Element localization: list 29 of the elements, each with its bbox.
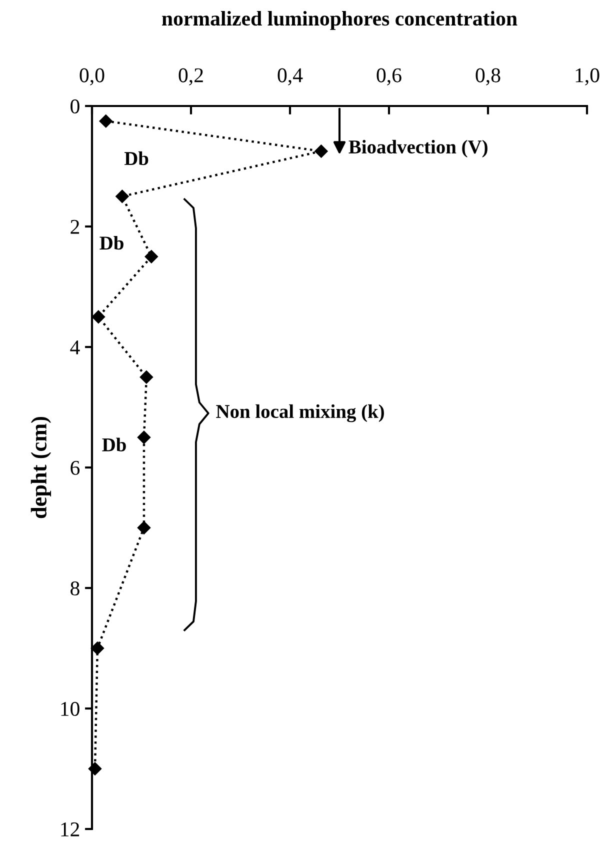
x-tick-label: 0,2 (178, 68, 203, 86)
annotation: Db (100, 236, 124, 250)
point (116, 190, 129, 203)
annotation: Non local mixing (k) (216, 404, 384, 422)
y-tick-label: 0 (70, 99, 80, 114)
point (92, 310, 106, 324)
y-tick-label: 2 (70, 220, 80, 234)
x-tick-label: 0,0 (80, 68, 104, 86)
y-tick-label: 4 (70, 340, 80, 354)
y-tick-label: 6 (70, 460, 80, 475)
x-tick-label: 0,4 (278, 68, 303, 86)
point (144, 250, 158, 264)
chart-title: normalized luminophores concentration (162, 10, 518, 30)
point (137, 521, 151, 534)
annotation: Bioadvection (V) (348, 140, 488, 158)
point (137, 430, 151, 444)
x-tick-label: 0,8 (476, 68, 500, 86)
y-tick-label: 12 (61, 822, 80, 836)
annotation: Db (102, 438, 126, 452)
x-tick-label: 0,6 (376, 68, 402, 86)
annotation: Db (124, 151, 148, 166)
point (99, 114, 112, 128)
y-axis-title: depht (cm) (30, 416, 52, 518)
x-tick-label: 1,0 (576, 68, 600, 86)
point (140, 370, 154, 384)
y-tick-label: 10 (61, 702, 80, 716)
y-tick-label: 8 (70, 581, 80, 596)
point (90, 642, 104, 655)
point (314, 144, 328, 158)
